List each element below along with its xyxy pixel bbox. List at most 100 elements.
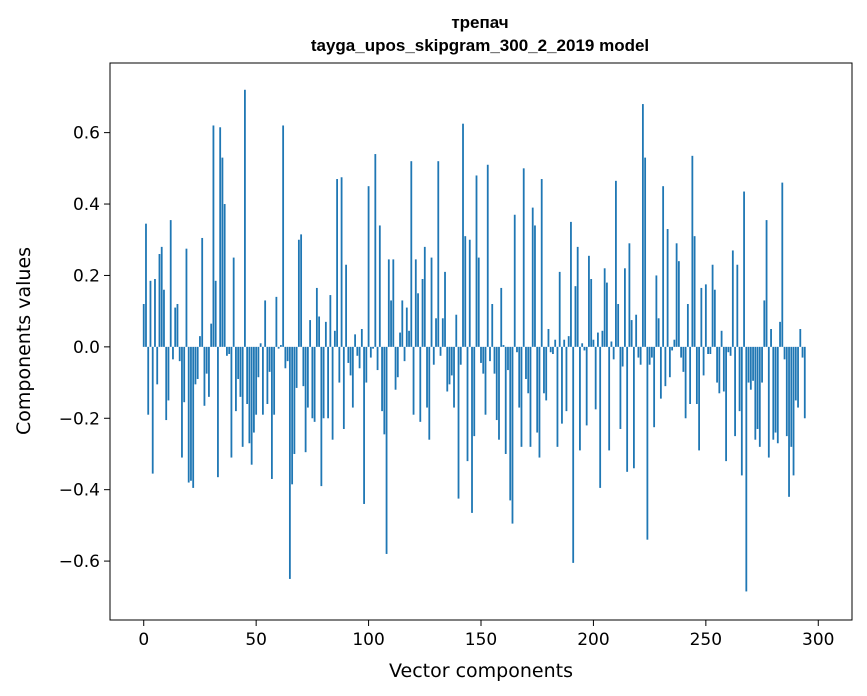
bar-44 [241,346,244,447]
bar-137 [450,346,453,376]
y-axis-label: Components values [13,247,35,435]
bar-90 [345,264,347,347]
bar-53 [262,346,264,415]
bar-211 [617,304,620,347]
bar-65 [288,346,291,579]
x-axis: 0 50 100 150 200 250 300 [138,620,834,650]
bar-104 [376,346,379,371]
bar-172 [529,346,532,447]
bar-157 [495,346,498,421]
bar-248 [700,287,703,347]
bar-213 [621,346,624,367]
y-tick-label: 0.2 [73,266,100,286]
bar-23 [194,346,197,385]
bar-276 [763,300,766,347]
bar-268 [745,346,748,592]
bar-33 [217,346,219,478]
bar-140 [457,346,460,499]
bar-154 [489,346,491,362]
bar-91 [347,346,350,363]
bar-87 [338,346,341,383]
bar-75 [311,346,314,419]
bar-7 [158,254,161,347]
bar-151 [482,346,485,374]
bar-10 [165,346,168,421]
bar-170 [525,346,527,379]
bar-82 [327,346,329,419]
bar-145 [468,239,471,347]
bar-182 [552,346,554,354]
bar-292 [799,329,802,347]
bar-250 [704,284,707,347]
bars-group [142,89,806,592]
bar-230 [659,346,662,399]
bar-202 [597,332,599,347]
bar-34 [219,127,222,347]
chart-subtitle: tayga_upos_skipgram_300_2_2019 model [311,36,649,55]
bar-52 [259,343,262,347]
bar-40 [232,257,235,347]
bar-193 [576,246,579,347]
bar-113 [396,346,399,378]
bar-11 [167,346,170,401]
bar-2 [147,346,150,415]
bar-134 [444,271,446,347]
bar-285 [783,346,786,360]
bar-79 [320,346,323,487]
bar-58 [273,346,276,415]
bar-184 [556,346,559,447]
bar-284 [781,182,784,347]
bar-199 [590,279,593,347]
bar-93 [351,346,354,408]
bar-100 [367,186,370,347]
bar-257 [720,330,723,347]
bar-244 [691,155,694,347]
bar-50 [255,346,258,415]
bar-128 [430,257,433,347]
bar-129 [432,346,435,365]
bar-125 [423,246,426,347]
bar-117 [405,307,408,347]
bar-80 [322,346,325,419]
bar-133 [441,318,444,347]
bar-177 [540,179,543,347]
bar-85 [333,330,336,347]
bar-57 [270,346,273,479]
bar-266 [740,346,743,476]
x-tick-label: 250 [690,630,722,650]
bar-152 [484,346,487,415]
bar-59 [275,296,278,347]
bar-280 [772,346,775,440]
bar-143 [464,236,467,347]
bar-107 [383,346,386,435]
bar-226 [650,346,653,358]
bar-115 [401,300,404,347]
bar-256 [718,346,721,394]
bar-73 [306,346,309,408]
bar-13 [172,346,174,360]
bar-27 [203,346,206,406]
bar-77 [315,287,318,347]
bar-195 [581,343,584,347]
bar-269 [747,346,750,383]
bar-171 [527,346,530,394]
bar-64 [286,346,289,362]
bar-126 [426,346,428,408]
bar-212 [619,346,622,429]
bar-265 [738,346,741,412]
bar-282 [776,346,779,444]
bar-227 [653,346,656,428]
bar-35 [221,157,224,347]
bar-94 [354,334,356,347]
bar-165 [513,214,516,347]
bar-81 [324,321,327,347]
bar-1 [145,223,147,347]
bar-30 [210,323,213,347]
bar-47 [248,346,251,444]
bar-48 [250,346,253,465]
bar-176 [538,346,541,458]
bar-270 [749,346,752,390]
bar-92 [349,346,352,376]
bar-260 [727,346,730,353]
bar-3 [149,280,152,347]
